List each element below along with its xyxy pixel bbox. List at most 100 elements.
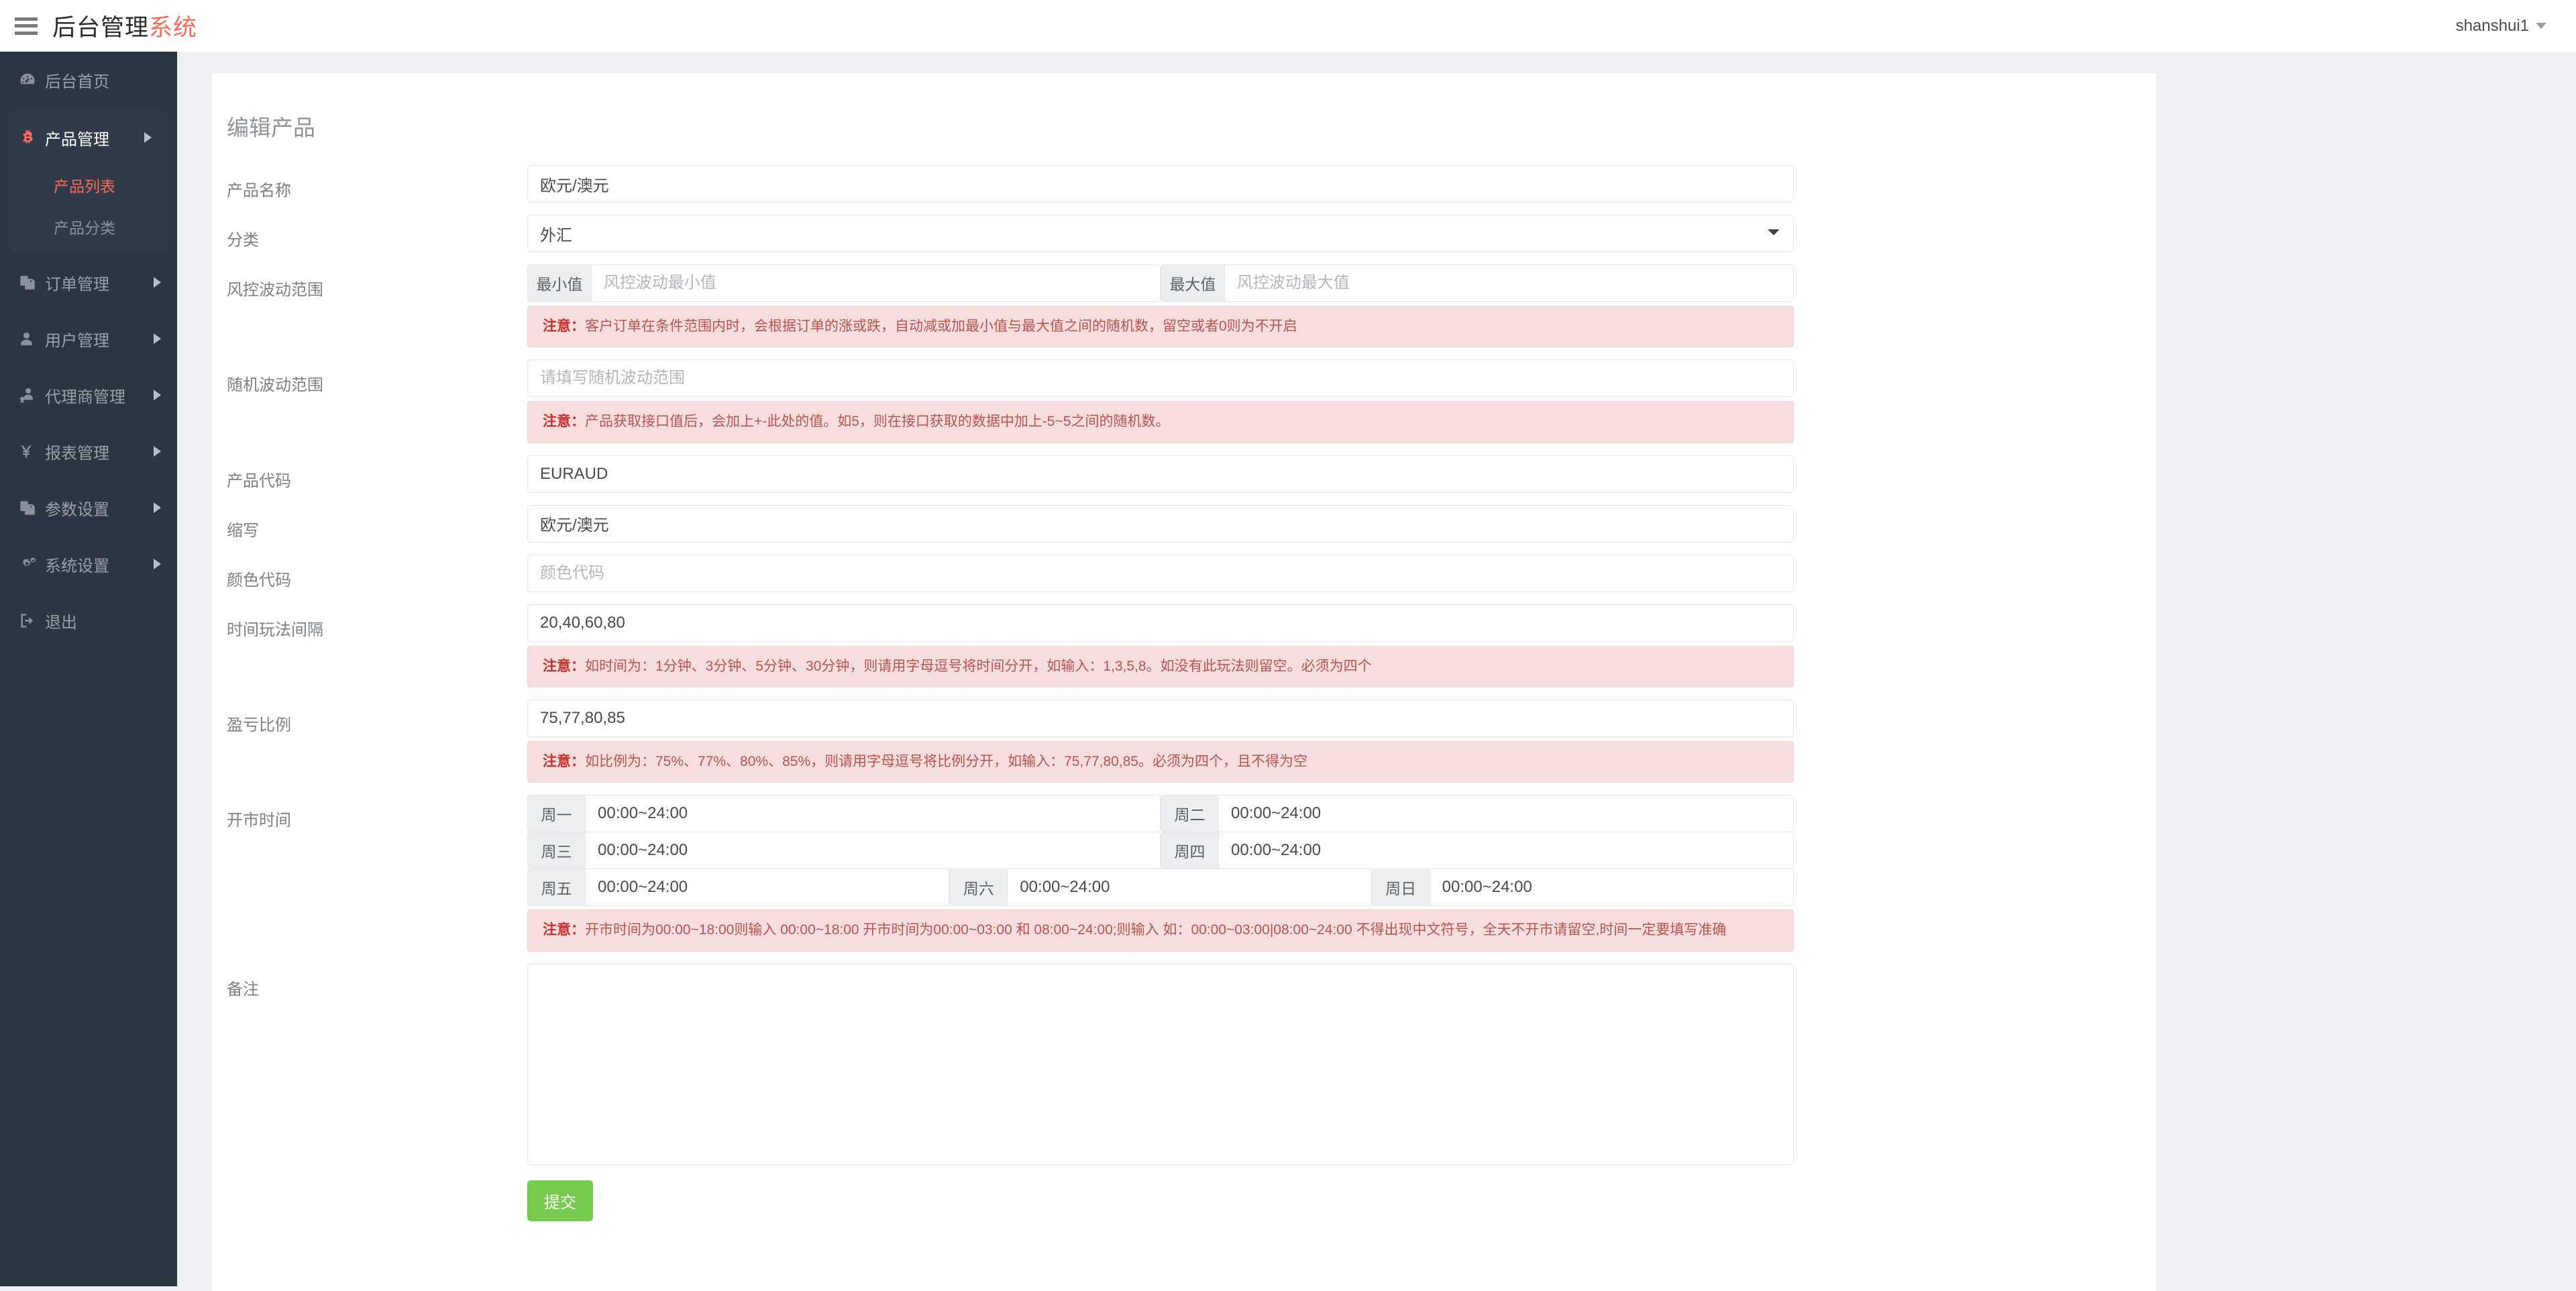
- day-addon: 周六: [949, 868, 1008, 907]
- chevron-right-icon: [154, 559, 161, 569]
- submit-button[interactable]: 提交: [527, 1180, 593, 1221]
- form-row-color-code: 颜色代码: [212, 554, 2156, 592]
- abbreviation-input[interactable]: [527, 504, 1794, 543]
- market-hours-input[interactable]: [585, 868, 950, 907]
- sidebar-subitem-label: 产品列表: [54, 178, 115, 195]
- documents-icon: [18, 274, 45, 292]
- note-prefix: 注意：: [543, 658, 585, 674]
- label-market-hours: 开市时间: [227, 811, 291, 830]
- sidebar: 后台首页 产品管理 产品列表 产品分类 订单管理 用户管理: [0, 52, 177, 1286]
- sidebar-item-label: 报表管理: [45, 444, 109, 463]
- sidebar-item-parameter-settings[interactable]: 参数设置: [0, 480, 177, 536]
- page-title: 编辑产品: [227, 115, 315, 140]
- user-icon: [18, 330, 45, 348]
- sidebar-item-label: 代理商管理: [45, 388, 125, 406]
- hamburger-bar: [15, 24, 38, 27]
- note-risk-range: 注意：客户订单在条件范围内时，会根据订单的涨或跌，自动减或加最小值与最大值之间的…: [527, 306, 1794, 348]
- product-code-input[interactable]: [527, 455, 1794, 493]
- time-interval-input[interactable]: [527, 604, 1794, 642]
- sidebar-item-logout[interactable]: 退出: [0, 592, 177, 649]
- market-hours-cell: 周五: [527, 868, 950, 907]
- day-addon: 周四: [1161, 832, 1218, 870]
- user-name: shanshui1: [2455, 16, 2529, 35]
- note-random-range: 注意：产品获取接口值后，会加上+-此处的值。如5，则在接口获取的数据中加上-5~…: [527, 401, 1794, 443]
- market-hours-input[interactable]: [1429, 868, 1794, 907]
- market-hours-input[interactable]: [585, 832, 1161, 870]
- sidebar-item-label: 后台首页: [45, 72, 109, 91]
- form-row-product-name: 产品名称: [212, 165, 2156, 203]
- brand-title: 后台管理系统: [52, 9, 197, 43]
- day-addon: 周一: [527, 795, 585, 833]
- chevron-right-icon: [154, 446, 161, 457]
- product-name-input[interactable]: [527, 165, 1794, 203]
- form-row-submit: 提交: [212, 1180, 2156, 1221]
- note-prefix: 注意：: [543, 754, 585, 770]
- sidebar-item-system-settings[interactable]: 系统设置: [0, 536, 177, 592]
- note-text: 开市时间为00:00~18:00则输入 00:00~18:00 开市时间为00:…: [585, 922, 1727, 938]
- sidebar-item-product-management[interactable]: 产品管理: [9, 111, 168, 164]
- form-row-time-interval: 时间玩法间隔 注意：如时间为：1分钟、3分钟、5分钟、30分钟，则请用字母逗号将…: [212, 604, 2156, 688]
- market-hours-cell: 周三: [527, 832, 1161, 870]
- user-menu[interactable]: shanshui1: [2445, 10, 2557, 42]
- color-code-input[interactable]: [527, 554, 1794, 592]
- random-range-input[interactable]: [527, 359, 1794, 398]
- label-category: 分类: [227, 231, 259, 249]
- sidebar-subitem-product-list[interactable]: 产品列表: [9, 164, 168, 206]
- dashboard-icon: [18, 70, 45, 89]
- market-hours-grid: 周一 周二 周三 周四: [527, 795, 1794, 907]
- sidebar-group-product: 产品管理 产品列表 产品分类: [9, 111, 168, 251]
- risk-min-input[interactable]: [590, 264, 1161, 302]
- form-row-risk-range: 风控波动范围 最小值 最大值 注意：客户订单在条件范围内时，会根据订单的涨或跌，…: [212, 264, 2156, 348]
- bitcoin-icon: [18, 128, 45, 147]
- market-hours-input[interactable]: [1007, 868, 1372, 907]
- chevron-right-icon: [154, 277, 161, 288]
- remark-textarea[interactable]: [527, 963, 1794, 1165]
- form-row-product-code: 产品代码: [212, 455, 2156, 493]
- profit-ratio-input[interactable]: [527, 699, 1794, 738]
- market-hours-input[interactable]: [1218, 832, 1794, 870]
- sidebar-item-label: 用户管理: [45, 331, 109, 350]
- risk-min-group: 最小值: [527, 264, 1161, 302]
- hamburger-icon[interactable]: [15, 17, 38, 35]
- market-hours-cell: 周六: [949, 868, 1372, 907]
- sidebar-item-order-management[interactable]: 订单管理: [0, 254, 177, 311]
- risk-max-addon: 最大值: [1161, 264, 1224, 302]
- form-row-category: 分类: [212, 215, 2156, 252]
- form-row-market-hours: 开市时间 周一 周二 周: [212, 795, 2156, 952]
- sidebar-item-agent-management[interactable]: 代理商管理: [0, 367, 177, 423]
- sidebar-item-dashboard[interactable]: 后台首页: [0, 52, 177, 108]
- note-prefix: 注意：: [543, 319, 585, 334]
- market-hours-row: 周一 周二: [527, 795, 1794, 833]
- label-product-code: 产品代码: [227, 471, 291, 490]
- day-addon: 周日: [1371, 868, 1430, 907]
- top-bar: 后台管理系统 shanshui1: [0, 0, 2576, 52]
- brand-title-accent: 系统: [149, 15, 198, 41]
- chevron-down-icon: [2536, 23, 2546, 29]
- label-product-name: 产品名称: [227, 182, 291, 200]
- market-hours-row: 周五 周六 周日: [527, 868, 1794, 907]
- market-hours-input[interactable]: [1218, 795, 1794, 833]
- day-addon: 周五: [527, 868, 585, 907]
- label-profit-ratio: 盈亏比例: [227, 716, 291, 735]
- risk-max-input[interactable]: [1224, 264, 1794, 302]
- brand-title-main: 后台管理: [52, 15, 150, 41]
- edit-product-panel: 编辑产品 产品名称 分类 风控波动范围 最小值: [212, 73, 2156, 1291]
- note-profit-ratio: 注意：如比例为：75%、77%、80%、85%，则请用字母逗号将比例分开，如输入…: [527, 741, 1794, 783]
- sidebar-item-report-management[interactable]: 报表管理: [0, 423, 177, 480]
- market-hours-cell: 周日: [1371, 868, 1794, 907]
- label-random-range: 随机波动范围: [227, 376, 323, 395]
- main-content: 编辑产品 产品名称 分类 风控波动范围 最小值: [177, 52, 2576, 1291]
- note-prefix: 注意：: [543, 922, 585, 938]
- sidebar-item-label: 参数设置: [45, 500, 109, 519]
- note-text: 如比例为：75%、77%、80%、85%，则请用字母逗号将比例分开，如输入：75…: [585, 754, 1308, 770]
- label-time-interval: 时间玩法间隔: [227, 620, 323, 639]
- note-prefix: 注意：: [543, 414, 585, 430]
- chevron-right-icon: [154, 333, 161, 344]
- sidebar-subitem-product-category[interactable]: 产品分类: [9, 206, 168, 247]
- risk-max-group: 最大值: [1161, 264, 1794, 302]
- category-select[interactable]: [527, 215, 1794, 252]
- sidebar-item-user-management[interactable]: 用户管理: [0, 311, 177, 367]
- market-hours-input[interactable]: [585, 795, 1161, 833]
- form-row-profit-ratio: 盈亏比例 注意：如比例为：75%、77%、80%、85%，则请用字母逗号将比例分…: [212, 699, 2156, 783]
- note-market-hours: 注意：开市时间为00:00~18:00则输入 00:00~18:00 开市时间为…: [527, 909, 1794, 952]
